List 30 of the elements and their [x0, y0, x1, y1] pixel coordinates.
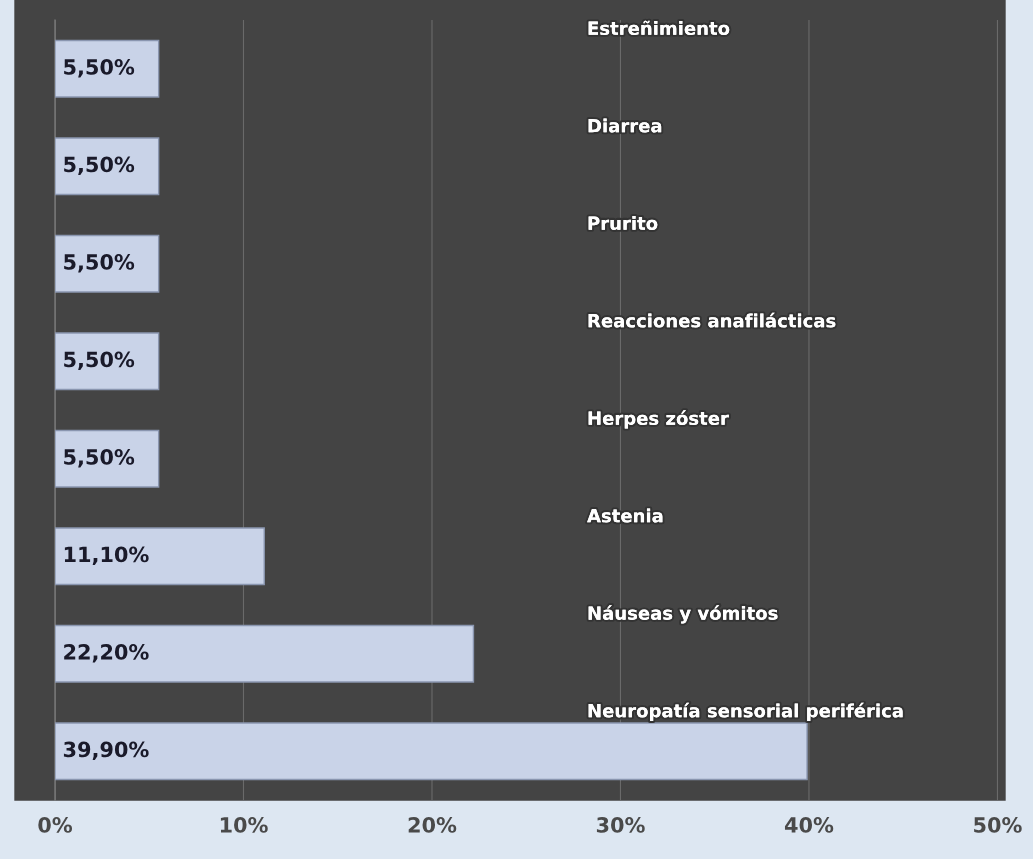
- y-tick-label: Diarrea: [588, 118, 662, 133]
- data-label: 5,50%: [64, 449, 135, 468]
- y-tick-label: Reacciones anafilácticas: [588, 312, 836, 328]
- bar: [55, 722, 808, 781]
- x-tick-label: 20%: [408, 817, 457, 833]
- data-label: 5,50%: [64, 59, 135, 78]
- x-tick-label: 50%: [974, 817, 1022, 833]
- bar: [55, 624, 475, 683]
- x-tick-label: 40%: [784, 817, 834, 833]
- data-label: 5,50%: [64, 351, 135, 370]
- data-label: 22,20%: [64, 644, 149, 663]
- y-tick-label: Prurito: [588, 216, 658, 231]
- x-tick-label: 30%: [596, 817, 645, 833]
- data-label: 5,50%: [64, 156, 135, 175]
- bar: [55, 234, 160, 293]
- y-tick-label: Neuropatía sensorial periférica: [588, 702, 903, 722]
- data-label: 11,10%: [64, 546, 149, 565]
- bar: [55, 39, 160, 98]
- bar: [55, 332, 160, 391]
- y-tick-label: Herpes zóster: [588, 410, 729, 429]
- x-tick-label: 0%: [38, 817, 73, 833]
- y-tick-label: Náuseas y vómitos: [588, 605, 778, 624]
- data-label: 39,90%: [63, 741, 149, 760]
- y-tick-label: Astenia: [587, 508, 663, 523]
- bar: [55, 137, 160, 196]
- y-tick-label: Estreñimiento: [588, 20, 730, 36]
- bar: [55, 429, 160, 488]
- x-tick-label: 10%: [220, 817, 268, 833]
- data-label: 5,50%: [64, 254, 135, 273]
- bar: [55, 527, 265, 586]
